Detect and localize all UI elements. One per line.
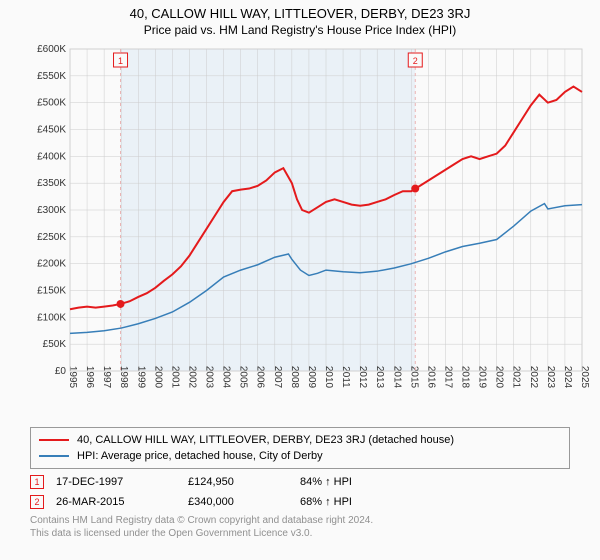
svg-text:2006: 2006	[255, 366, 266, 389]
legend-row: HPI: Average price, detached house, City…	[39, 448, 561, 464]
svg-text:2004: 2004	[221, 366, 232, 389]
event-date: 17-DEC-1997	[56, 476, 176, 488]
legend-label-series-2: HPI: Average price, detached house, City…	[77, 450, 323, 462]
svg-text:2000: 2000	[152, 366, 163, 389]
events-table: 1 17-DEC-1997 £124,950 84% ↑ HPI 2 26-MA…	[30, 473, 570, 513]
svg-text:£0: £0	[55, 366, 67, 377]
svg-text:£50K: £50K	[43, 339, 67, 350]
event-row: 1 17-DEC-1997 £124,950 84% ↑ HPI	[30, 473, 570, 491]
svg-text:£600K: £600K	[37, 44, 66, 55]
svg-text:1998: 1998	[118, 366, 129, 389]
svg-text:2: 2	[413, 56, 418, 66]
svg-text:2021: 2021	[511, 366, 522, 389]
svg-text:£250K: £250K	[37, 232, 66, 243]
svg-text:2022: 2022	[528, 366, 539, 389]
svg-text:2003: 2003	[204, 366, 215, 389]
legend-swatch-series-1	[39, 439, 69, 441]
chart-svg: £0 £50K £100K £150K £200K £250K £300K £350K £400…	[22, 41, 590, 421]
svg-text:2015: 2015	[408, 366, 419, 389]
svg-text:£400K: £400K	[37, 151, 66, 162]
svg-text:£550K: £550K	[37, 71, 66, 82]
svg-text:£500K: £500K	[37, 98, 66, 109]
event-row: 2 26-MAR-2015 £340,000 68% ↑ HPI	[30, 493, 570, 511]
svg-text:1: 1	[118, 56, 123, 66]
svg-text:2020: 2020	[494, 366, 505, 389]
svg-text:2009: 2009	[306, 366, 317, 389]
svg-text:1996: 1996	[84, 366, 95, 389]
svg-text:2017: 2017	[442, 366, 453, 389]
svg-text:2001: 2001	[169, 366, 180, 389]
legend-label-series-1: 40, CALLOW HILL WAY, LITTLEOVER, DERBY, …	[77, 434, 454, 446]
svg-text:2010: 2010	[323, 366, 334, 389]
svg-text:£200K: £200K	[37, 259, 66, 270]
event-marker-2: 2	[30, 495, 44, 509]
svg-text:2024: 2024	[562, 366, 573, 389]
chart-title: 40, CALLOW HILL WAY, LITTLEOVER, DERBY, …	[130, 6, 471, 21]
svg-text:2013: 2013	[374, 366, 385, 389]
event-delta: 68% ↑ HPI	[300, 496, 352, 508]
attribution-line: This data is licensed under the Open Gov…	[30, 528, 570, 541]
svg-text:2016: 2016	[425, 366, 436, 389]
event-marker-1: 1	[30, 475, 44, 489]
svg-text:2014: 2014	[391, 366, 402, 389]
svg-text:2011: 2011	[340, 366, 351, 388]
event-date: 26-MAR-2015	[56, 496, 176, 508]
svg-text:£300K: £300K	[37, 205, 66, 216]
svg-text:2019: 2019	[477, 366, 488, 389]
svg-text:1997: 1997	[101, 366, 112, 389]
attribution-line: Contains HM Land Registry data © Crown c…	[30, 515, 570, 528]
svg-text:£100K: £100K	[37, 312, 66, 323]
svg-text:2023: 2023	[545, 366, 556, 389]
svg-text:2007: 2007	[272, 366, 283, 389]
chart-subtitle: Price paid vs. HM Land Registry's House …	[144, 23, 456, 37]
svg-text:2008: 2008	[289, 366, 300, 389]
svg-text:2018: 2018	[460, 366, 471, 389]
event-price: £340,000	[188, 496, 288, 508]
chart: £0 £50K £100K £150K £200K £250K £300K £350K £400…	[22, 41, 590, 421]
svg-text:£350K: £350K	[37, 178, 66, 189]
svg-text:2005: 2005	[238, 366, 249, 389]
svg-text:£150K: £150K	[37, 286, 66, 297]
svg-text:2002: 2002	[186, 366, 197, 389]
svg-text:1999: 1999	[135, 366, 146, 389]
svg-text:2025: 2025	[579, 366, 590, 389]
event-price: £124,950	[188, 476, 288, 488]
svg-text:£450K: £450K	[37, 125, 66, 136]
legend: 40, CALLOW HILL WAY, LITTLEOVER, DERBY, …	[30, 427, 570, 469]
svg-text:1995: 1995	[67, 366, 78, 389]
svg-text:2012: 2012	[357, 366, 368, 389]
legend-row: 40, CALLOW HILL WAY, LITTLEOVER, DERBY, …	[39, 432, 561, 448]
legend-swatch-series-2	[39, 455, 69, 457]
event-delta: 84% ↑ HPI	[300, 476, 352, 488]
attribution: Contains HM Land Registry data © Crown c…	[30, 515, 570, 540]
